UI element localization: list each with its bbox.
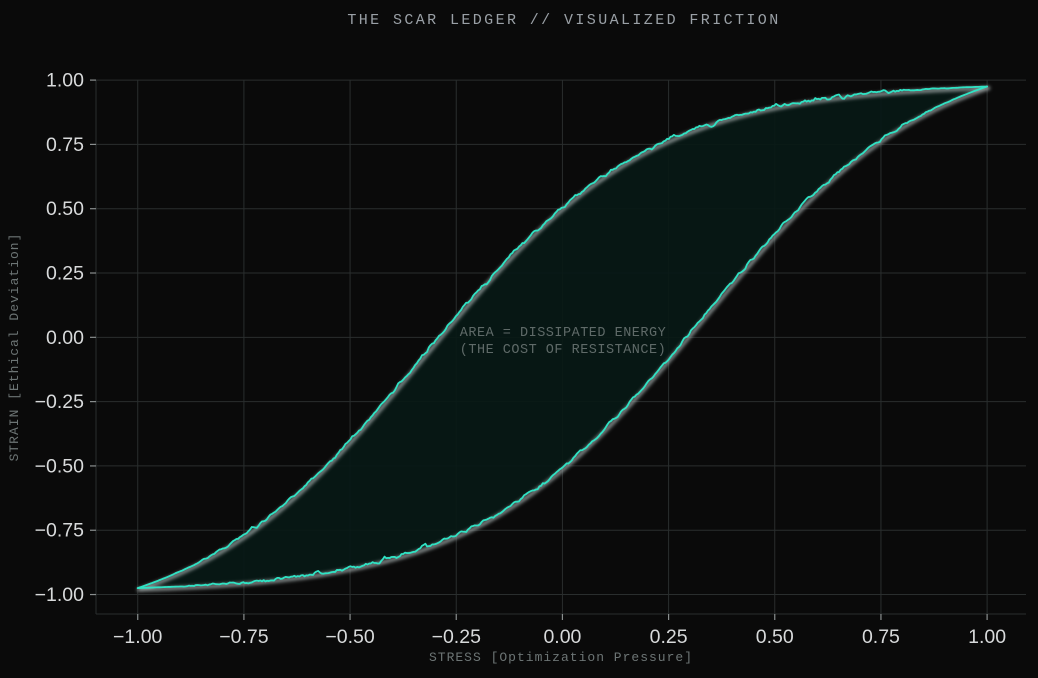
svg-text:0.75: 0.75: [46, 134, 84, 156]
svg-text:−0.50: −0.50: [35, 455, 84, 477]
svg-text:0.25: 0.25: [650, 626, 688, 648]
svg-text:1.00: 1.00: [46, 70, 84, 92]
svg-text:−0.25: −0.25: [432, 626, 481, 648]
svg-text:−0.75: −0.75: [35, 520, 84, 542]
svg-text:AREA = DISSIPATED ENERGY: AREA = DISSIPATED ENERGY: [460, 326, 666, 341]
svg-text:0.00: 0.00: [46, 327, 84, 349]
svg-text:STRESS [Optimization Pressure]: STRESS [Optimization Pressure]: [429, 650, 693, 665]
svg-text:−1.00: −1.00: [35, 584, 84, 606]
svg-text:0.50: 0.50: [46, 198, 84, 220]
svg-text:0.00: 0.00: [543, 626, 581, 648]
svg-text:1.00: 1.00: [968, 626, 1006, 648]
svg-text:0.75: 0.75: [862, 626, 900, 648]
svg-text:0.50: 0.50: [756, 626, 794, 648]
svg-text:−0.25: −0.25: [35, 391, 84, 413]
svg-text:−0.75: −0.75: [219, 626, 268, 648]
svg-text:−1.00: −1.00: [113, 626, 162, 648]
svg-text:(THE COST OF RESISTANCE): (THE COST OF RESISTANCE): [460, 343, 666, 358]
svg-text:THE SCAR LEDGER // VISUALIZED: THE SCAR LEDGER // VISUALIZED FRICTION: [347, 12, 780, 29]
svg-text:0.25: 0.25: [46, 263, 84, 285]
svg-text:−0.50: −0.50: [325, 626, 374, 648]
svg-text:STRAIN [Ethical Deviation]: STRAIN [Ethical Deviation]: [7, 233, 22, 462]
